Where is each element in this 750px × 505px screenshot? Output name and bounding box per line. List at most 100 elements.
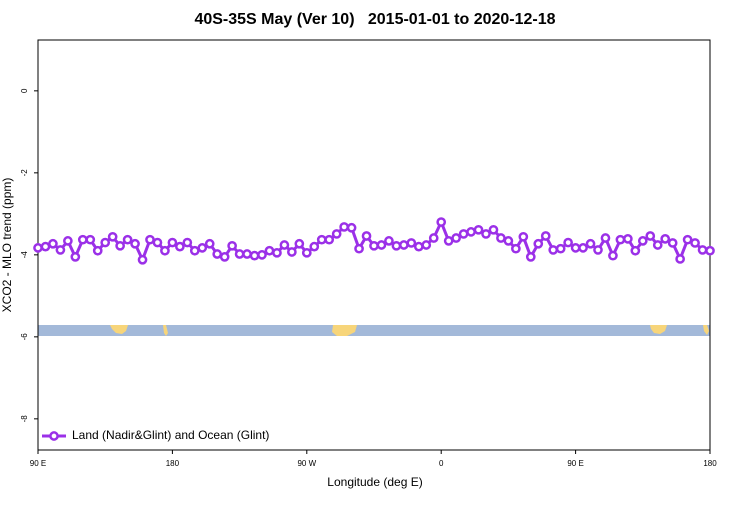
data-point	[346, 222, 357, 233]
data-point	[675, 254, 685, 264]
data-point	[369, 240, 379, 251]
data-point	[70, 252, 81, 262]
data-point	[623, 234, 633, 244]
data-point	[391, 240, 402, 251]
data-point	[555, 243, 566, 254]
data-point	[160, 245, 170, 256]
data-point	[667, 238, 678, 248]
x-tick-label: 0	[439, 459, 444, 468]
data-point	[533, 238, 544, 249]
data-point	[540, 231, 551, 241]
data-point	[145, 234, 155, 245]
data-point	[518, 231, 529, 242]
data-point	[257, 249, 267, 260]
data-point	[413, 241, 424, 252]
data-point	[608, 250, 618, 261]
y-tick-label: -4	[20, 251, 29, 259]
data-point	[488, 224, 499, 235]
data-point	[578, 243, 588, 253]
y-tick-label: 0	[20, 88, 29, 93]
data-point	[443, 236, 454, 246]
data-point	[503, 236, 514, 246]
data-point	[473, 224, 484, 235]
data-point	[525, 252, 536, 262]
chart-title: 40S-35S May (Ver 10) 2015-01-01 to 2020-…	[194, 11, 555, 28]
ocean-band	[38, 325, 710, 336]
data-point	[122, 234, 133, 245]
data-point	[55, 245, 66, 255]
land-patch	[332, 325, 357, 336]
data-point	[272, 247, 282, 258]
data-point	[316, 234, 327, 245]
data-point	[652, 240, 663, 250]
data-point	[600, 233, 611, 243]
data-point	[548, 245, 559, 255]
data-point	[682, 234, 693, 245]
data-point	[77, 234, 88, 245]
y-tick-label: -2	[20, 169, 29, 177]
data-point	[167, 237, 178, 248]
data-point	[219, 252, 230, 262]
data-point	[697, 245, 708, 255]
data-point	[204, 238, 215, 249]
data-point	[451, 233, 461, 243]
data-point	[645, 231, 656, 241]
data-point	[197, 243, 208, 253]
data-point	[48, 238, 58, 249]
data-point	[130, 238, 140, 249]
data-point	[511, 243, 521, 254]
data-point	[496, 233, 506, 243]
data-point	[234, 249, 245, 259]
data-point	[264, 245, 275, 256]
land-patch	[703, 325, 709, 335]
legend-marker	[49, 431, 59, 441]
data-point	[279, 240, 290, 250]
data-point	[115, 240, 125, 251]
data-point	[585, 238, 596, 249]
data-point	[107, 231, 118, 242]
y-axis-label: XCO2 - MLO trend (ppm)	[0, 178, 14, 313]
y-tick-label: -8	[20, 415, 29, 423]
data-point	[63, 236, 73, 246]
land-patch	[650, 325, 667, 334]
data-point	[615, 234, 626, 245]
data-point	[294, 238, 305, 249]
land-ocean-band	[38, 325, 710, 336]
data-point	[309, 241, 320, 252]
land-patch	[163, 325, 168, 336]
data-point	[287, 247, 297, 257]
y-tick-label: -6	[20, 333, 29, 341]
data-point	[189, 245, 200, 256]
data-point	[33, 243, 43, 253]
data-point	[40, 241, 51, 252]
data-point	[630, 245, 641, 256]
data-point	[354, 243, 364, 254]
x-tick-label: 180	[166, 459, 180, 468]
data-point	[182, 237, 193, 248]
data-point	[399, 240, 409, 250]
x-tick-label: 180	[703, 459, 717, 468]
data-point	[406, 238, 417, 248]
data-point	[705, 245, 715, 256]
data-point	[100, 237, 111, 248]
data-point	[137, 254, 148, 265]
x-tick-label: 90 E	[30, 459, 46, 468]
data-point	[175, 241, 185, 252]
data-point	[152, 237, 163, 248]
data-point	[249, 250, 260, 261]
data-point	[436, 217, 447, 227]
data-point	[563, 237, 573, 248]
data-point	[466, 227, 476, 237]
data-point	[331, 229, 342, 239]
data-point	[376, 240, 387, 250]
data-point	[637, 236, 648, 246]
data-point	[85, 234, 96, 245]
data-point	[384, 236, 394, 246]
data-point	[227, 240, 237, 251]
data-point	[660, 234, 671, 244]
data-point	[458, 229, 469, 239]
data-point	[339, 222, 349, 232]
data-point	[242, 249, 252, 259]
data-point	[92, 245, 103, 256]
